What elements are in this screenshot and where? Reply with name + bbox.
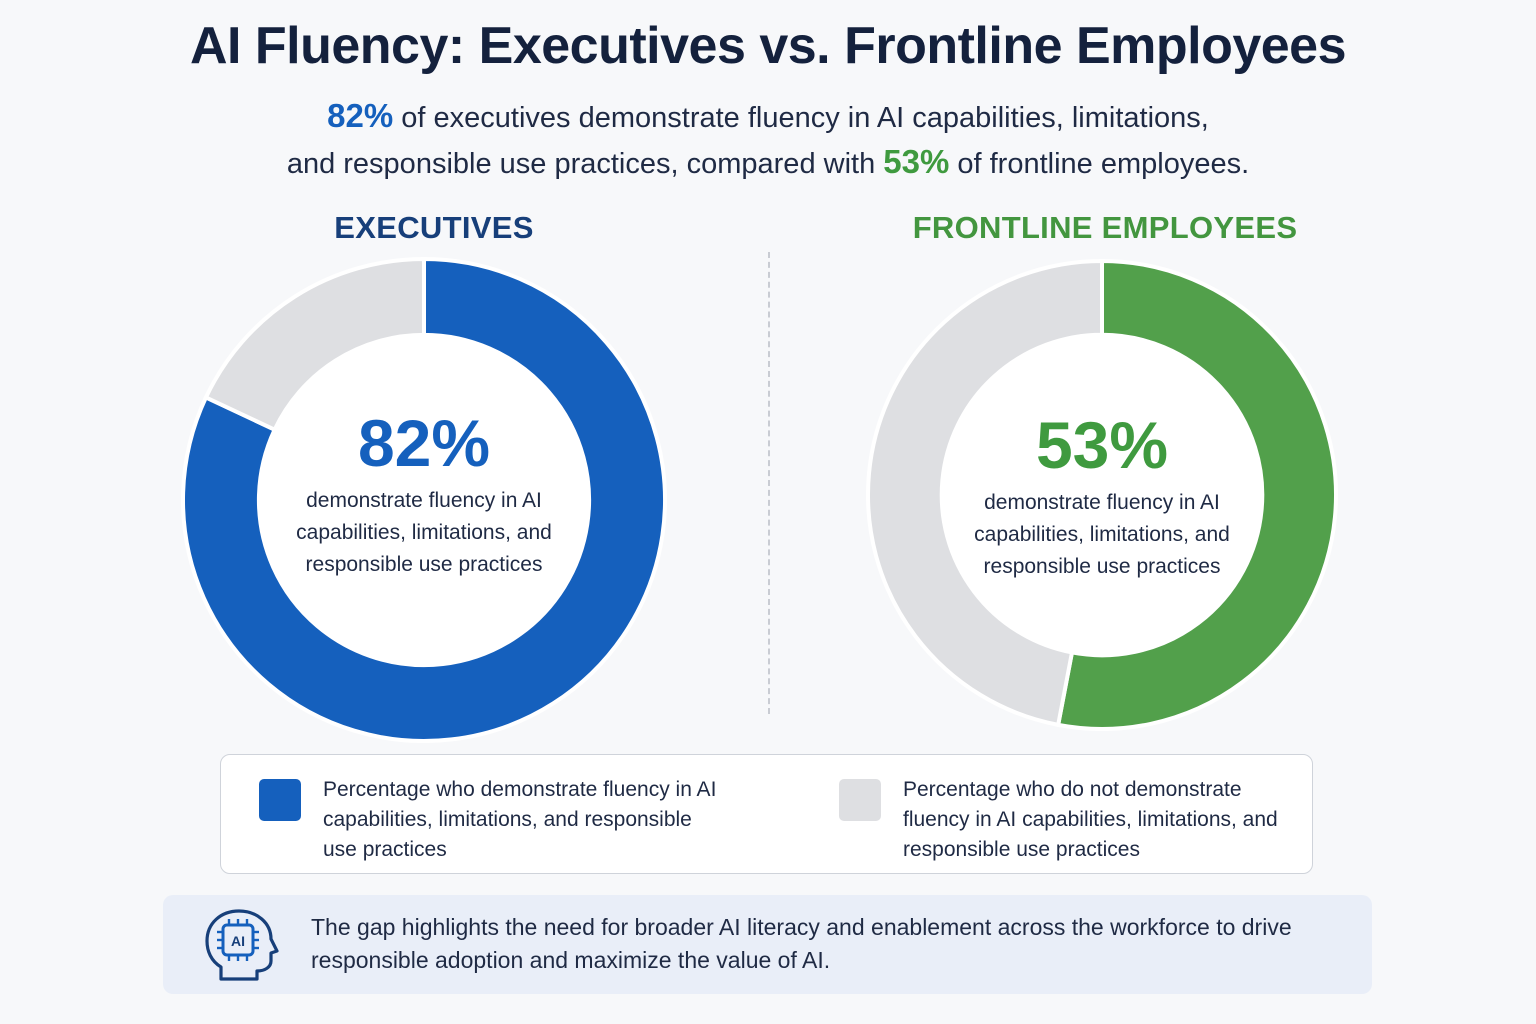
frontline-center-description: demonstrate fluency in AI capabilities, … bbox=[866, 487, 1338, 583]
insight-callout: AI The gap highlights the need for broad… bbox=[163, 895, 1372, 994]
frontline-heading: FRONTLINE EMPLOYEES bbox=[912, 210, 1298, 245]
frontline-donut-hole bbox=[942, 335, 1262, 655]
ai-icon-label: AI bbox=[231, 933, 245, 949]
frontline-not-fluent-slice bbox=[866, 259, 1104, 728]
panel-divider bbox=[768, 252, 770, 714]
subtitle-text-3: of frontline employees. bbox=[949, 148, 1250, 180]
subtitle-text-2: and responsible use practices, compared … bbox=[286, 148, 884, 180]
subtitle-front-pct: 53% bbox=[883, 143, 950, 180]
frontline-center-value: 53% bbox=[1035, 408, 1169, 482]
frontline-donut-chart: 53% demonstrate fluency in AI capabiliti… bbox=[866, 259, 1338, 731]
executives-center-value: 82% bbox=[357, 406, 491, 480]
frontline-fluent-slice bbox=[1055, 259, 1338, 731]
executives-donut-chart: 82% demonstrate fluency in AI capabiliti… bbox=[181, 257, 667, 743]
executives-not-fluent-slice bbox=[203, 257, 426, 433]
subtitle-text-1: of executives demonstrate fluency in AI … bbox=[393, 102, 1209, 134]
executives-center-description: demonstrate fluency in AI capabilities, … bbox=[181, 485, 667, 581]
frontline-donut-svg bbox=[866, 259, 1338, 731]
executives-donut-hole bbox=[259, 335, 589, 665]
legend-swatch-gray bbox=[839, 779, 881, 821]
frontline-center-description-text: demonstrate fluency in AI capabilities, … bbox=[974, 491, 1230, 578]
page-title: AI Fluency: Executives vs. Frontline Emp… bbox=[189, 17, 1347, 75]
legend-label-fluent: Percentage who demonstrate fluency in AI… bbox=[323, 778, 717, 861]
executives-center-description-text: demonstrate fluency in AI capabilities, … bbox=[296, 489, 552, 576]
insight-callout-text: The gap highlights the need for broader … bbox=[311, 914, 1292, 973]
ai-head-chip-icon: AI bbox=[205, 909, 279, 981]
executives-heading: EXECUTIVES bbox=[334, 210, 534, 245]
executives-fluent-slice bbox=[181, 257, 667, 743]
legend-swatch-blue bbox=[259, 779, 301, 821]
executives-donut-svg bbox=[181, 257, 667, 743]
subtitle-exec-pct: 82% bbox=[327, 97, 394, 134]
chart-legend: Percentage who demonstrate fluency in AI… bbox=[220, 754, 1313, 874]
legend-label-not-fluent: Percentage who do not demonstrate fluenc… bbox=[903, 778, 1278, 861]
summary-subtitle: 82% of executives demonstrate fluency in… bbox=[0, 94, 1536, 186]
